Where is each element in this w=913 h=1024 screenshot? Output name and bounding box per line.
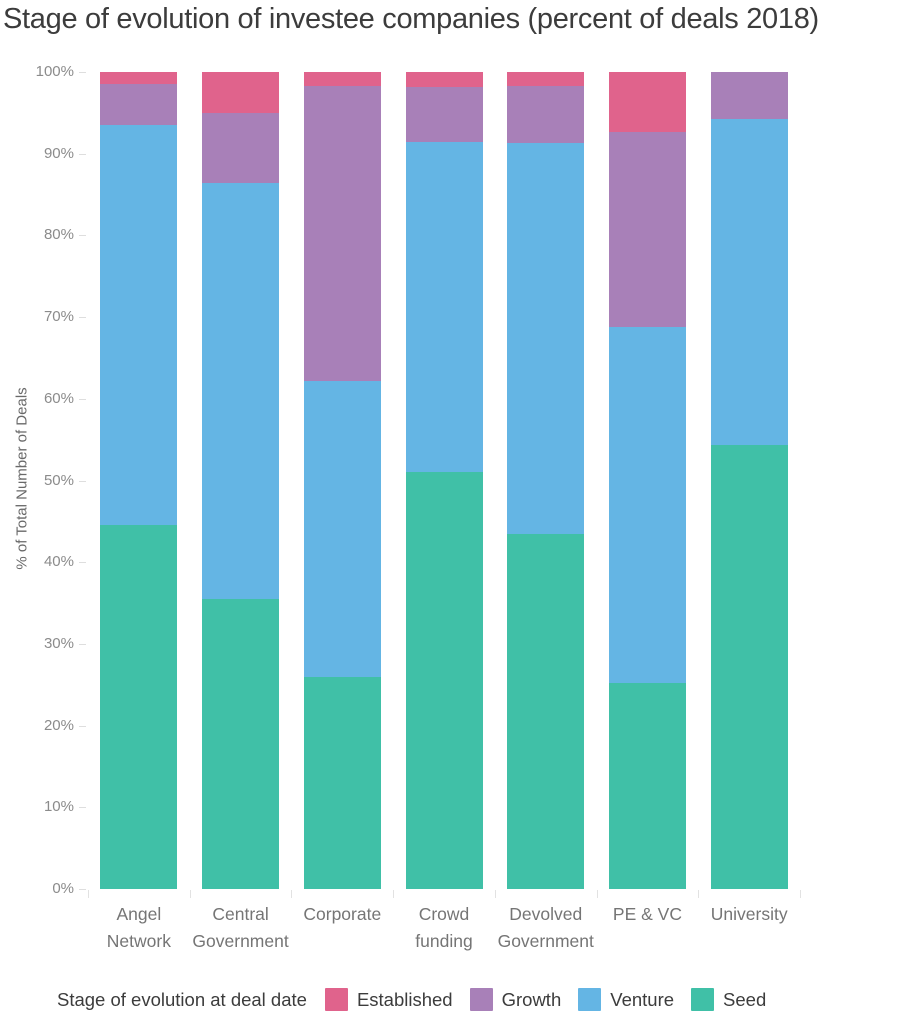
bar-slot-central-government <box>190 72 292 889</box>
bar-segment-seed-university[interactable] <box>710 445 788 889</box>
y-tick-mark <box>79 235 86 237</box>
y-tick-label: 80% <box>43 226 74 244</box>
y-tick-label: 90% <box>43 144 74 162</box>
y-tick-mark <box>79 643 86 645</box>
bar-corporate <box>303 72 381 889</box>
y-tick-label: 50% <box>43 471 74 489</box>
y-tick-mark <box>79 72 86 73</box>
bar-segment-venture-devolved-government[interactable] <box>507 143 585 534</box>
bar-central-government <box>202 72 280 889</box>
legend-title: Stage of evolution at deal date <box>57 988 307 1010</box>
legend-swatch-established <box>324 988 348 1011</box>
bar-segment-seed-devolved-government[interactable] <box>507 533 585 889</box>
x-axis-label-devolved-government: Devolved Government <box>497 904 594 951</box>
bar-segment-seed-pe-vc[interactable] <box>608 683 686 889</box>
bar-slot-pe-vc <box>597 72 699 889</box>
x-axis-label-corporate: Corporate <box>303 904 382 924</box>
bar-segment-growth-pe-vc[interactable] <box>608 131 686 327</box>
bar-segment-venture-pe-vc[interactable] <box>608 326 686 684</box>
x-axis-tick <box>698 890 700 898</box>
y-tick-mark <box>79 889 86 890</box>
x-axis-tick <box>291 890 293 898</box>
legend-label: Growth <box>501 988 562 1010</box>
bar-segment-established-crowd-funding[interactable] <box>405 72 483 87</box>
x-axis: Angel Network Central Government Corporate Cr… <box>88 901 800 955</box>
bar-segment-established-angel-network[interactable] <box>100 72 178 85</box>
x-axis-label-pe-vc: PE & VC <box>612 904 682 924</box>
bar-segment-seed-crowd-funding[interactable] <box>405 472 483 889</box>
bar-segment-venture-corporate[interactable] <box>303 380 381 677</box>
y-tick-mark <box>79 480 86 482</box>
bar-crowd-funding <box>405 72 483 889</box>
legend: Stage of evolution at deal date Establis… <box>57 988 877 1011</box>
bar-segment-seed-corporate[interactable] <box>303 676 381 889</box>
bar-segment-established-pe-vc[interactable] <box>608 72 686 132</box>
legend-item-established[interactable]: Established <box>324 988 453 1011</box>
y-tick-label: 30% <box>43 634 74 652</box>
legend-item-growth[interactable]: Growth <box>469 988 562 1011</box>
legend-swatch-growth <box>469 988 493 1011</box>
legend-swatch-seed <box>691 988 715 1011</box>
y-tick-label: 40% <box>43 553 74 571</box>
bar-segment-venture-crowd-funding[interactable] <box>405 142 483 473</box>
bar-segment-growth-crowd-funding[interactable] <box>405 86 483 143</box>
bar-angel-network <box>100 72 178 889</box>
bar-devolved-government <box>507 72 585 889</box>
x-axis-tick <box>494 890 496 898</box>
x-axis-tick <box>393 890 395 898</box>
x-axis-label-university: University <box>710 904 788 924</box>
x-axis-label-angel-network: Angel Network <box>106 904 171 951</box>
y-tick-label: 10% <box>43 798 74 816</box>
x-axis-tick <box>800 890 801 898</box>
bar-segment-venture-university[interactable] <box>710 119 788 446</box>
bar-segment-established-devolved-government[interactable] <box>507 72 585 86</box>
x-axis-label-central-government: Central Government <box>192 904 289 951</box>
bar-slot-crowd-funding <box>393 72 495 889</box>
bar-slot-devolved-government <box>495 72 597 889</box>
y-tick-label: 60% <box>43 389 74 407</box>
x-axis-tick <box>88 890 89 898</box>
bar-pe-vc <box>608 72 686 889</box>
y-tick-mark <box>79 398 86 400</box>
x-axis-label-crowd-funding: Crowd funding <box>415 904 473 951</box>
legend-label: Seed <box>723 988 767 1010</box>
bar-segment-growth-angel-network[interactable] <box>100 84 178 126</box>
bar-slot-angel-network <box>88 72 190 889</box>
x-axis-tick <box>189 890 191 898</box>
bar-segment-venture-angel-network[interactable] <box>100 125 178 526</box>
y-tick-mark <box>79 725 86 727</box>
y-tick-label: 0% <box>52 880 74 897</box>
legend-item-venture[interactable]: Venture <box>578 988 674 1011</box>
bar-segment-growth-university[interactable] <box>710 72 788 120</box>
y-tick-mark <box>79 807 86 809</box>
bar-segment-growth-devolved-government[interactable] <box>507 85 585 144</box>
bar-segment-seed-angel-network[interactable] <box>100 525 178 889</box>
legend-swatch-venture <box>578 988 602 1011</box>
bar-segment-venture-central-government[interactable] <box>202 183 280 599</box>
y-tick-label: 20% <box>43 716 74 734</box>
bar-university <box>710 72 788 889</box>
x-axis-tick <box>596 890 598 898</box>
bar-segment-established-corporate[interactable] <box>303 72 381 86</box>
y-tick-mark <box>79 562 86 564</box>
bar-segment-established-central-government[interactable] <box>202 72 280 113</box>
bar-segment-growth-central-government[interactable] <box>202 112 280 184</box>
y-tick-label: 70% <box>43 308 74 326</box>
y-tick-mark <box>79 317 86 319</box>
legend-item-seed[interactable]: Seed <box>691 988 766 1011</box>
legend-label: Venture <box>610 988 675 1010</box>
chart-title: Stage of evolution of investee companies… <box>3 3 819 35</box>
y-tick-label: 100% <box>35 63 74 80</box>
plot-area <box>88 72 800 889</box>
bar-slot-corporate <box>291 72 393 889</box>
bar-slot-university <box>698 72 800 889</box>
legend-label: Established <box>356 988 453 1010</box>
bar-segment-seed-central-government[interactable] <box>202 598 280 889</box>
y-tick-mark <box>79 153 86 155</box>
bar-segment-growth-corporate[interactable] <box>303 85 381 381</box>
